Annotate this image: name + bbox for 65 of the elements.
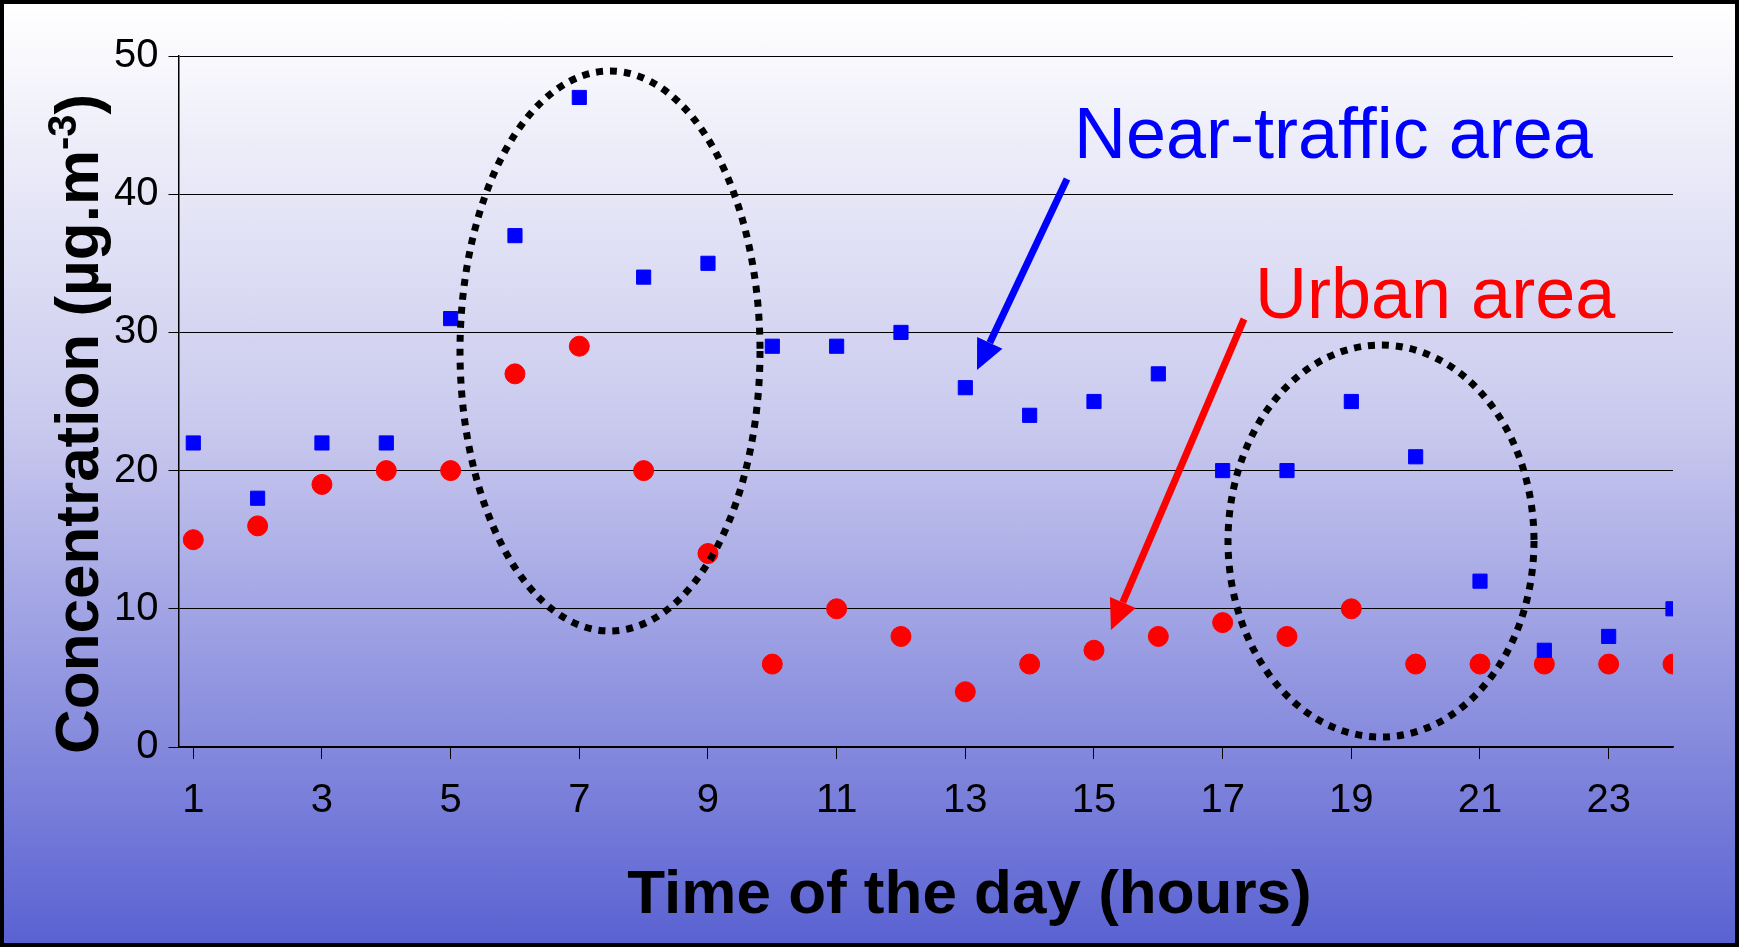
y-tick-label: 10: [113, 583, 159, 628]
point: [1601, 628, 1617, 645]
point: [957, 380, 973, 396]
x-tick-label: 9: [696, 776, 720, 821]
point: [375, 460, 397, 482]
point: [826, 598, 848, 620]
y-tick-label: 20: [113, 445, 159, 490]
text: Near-traffic area: [1074, 92, 1593, 174]
point: [247, 515, 269, 537]
point: [440, 460, 462, 482]
x-tick-label: 21: [1457, 776, 1503, 821]
x-tick-label: 7: [568, 776, 591, 821]
point: [571, 89, 587, 106]
point: [182, 529, 204, 551]
x-tick-label: 1: [182, 776, 205, 821]
point: [1215, 463, 1231, 479]
point: [1086, 393, 1102, 410]
point: [1405, 653, 1427, 675]
y-tick-label: 40: [113, 169, 159, 214]
point: [893, 324, 909, 340]
x-tick-label: 13: [943, 776, 988, 821]
point: [1340, 598, 1362, 620]
point: [568, 335, 590, 357]
point: [504, 363, 526, 385]
x-tick-label: 19: [1329, 776, 1374, 821]
point: [1019, 653, 1041, 675]
x-tick-label: 23: [1586, 776, 1631, 821]
point: [311, 473, 333, 495]
point: [761, 653, 783, 675]
x-axis-title: Time of the day (hours): [626, 856, 1313, 927]
x-tick-label: 3: [310, 776, 334, 821]
point: [1150, 366, 1166, 382]
y-tick-label: 0: [136, 722, 159, 767]
point: [890, 625, 912, 647]
point: [507, 228, 523, 244]
point: [829, 338, 845, 354]
point: [1279, 463, 1295, 479]
point: [443, 311, 459, 327]
point: [1212, 612, 1234, 634]
point: [185, 435, 201, 451]
point: [1598, 653, 1620, 675]
x-tick-label: 5: [439, 776, 462, 821]
point: [1147, 625, 1169, 647]
point: [378, 435, 394, 451]
point: [633, 460, 655, 482]
point: [1276, 625, 1298, 647]
y-tick-label: 30: [113, 307, 159, 352]
point: [1472, 573, 1488, 589]
text: Urban area: [1255, 252, 1616, 334]
x-tick-label: 15: [1071, 776, 1117, 821]
x-tick-label: 17: [1200, 776, 1245, 821]
point: [1536, 642, 1552, 658]
point: [954, 681, 976, 703]
point: [250, 490, 266, 506]
x-tick-label: 11: [815, 776, 858, 821]
y-tick-label: 50: [113, 31, 159, 76]
point: [700, 255, 716, 271]
point: [636, 269, 652, 285]
point: [1343, 393, 1359, 410]
point: [1022, 407, 1038, 423]
point: [1408, 449, 1424, 465]
point: [314, 435, 330, 451]
point: [1469, 653, 1491, 675]
point: [1083, 639, 1105, 661]
point: [764, 338, 780, 354]
